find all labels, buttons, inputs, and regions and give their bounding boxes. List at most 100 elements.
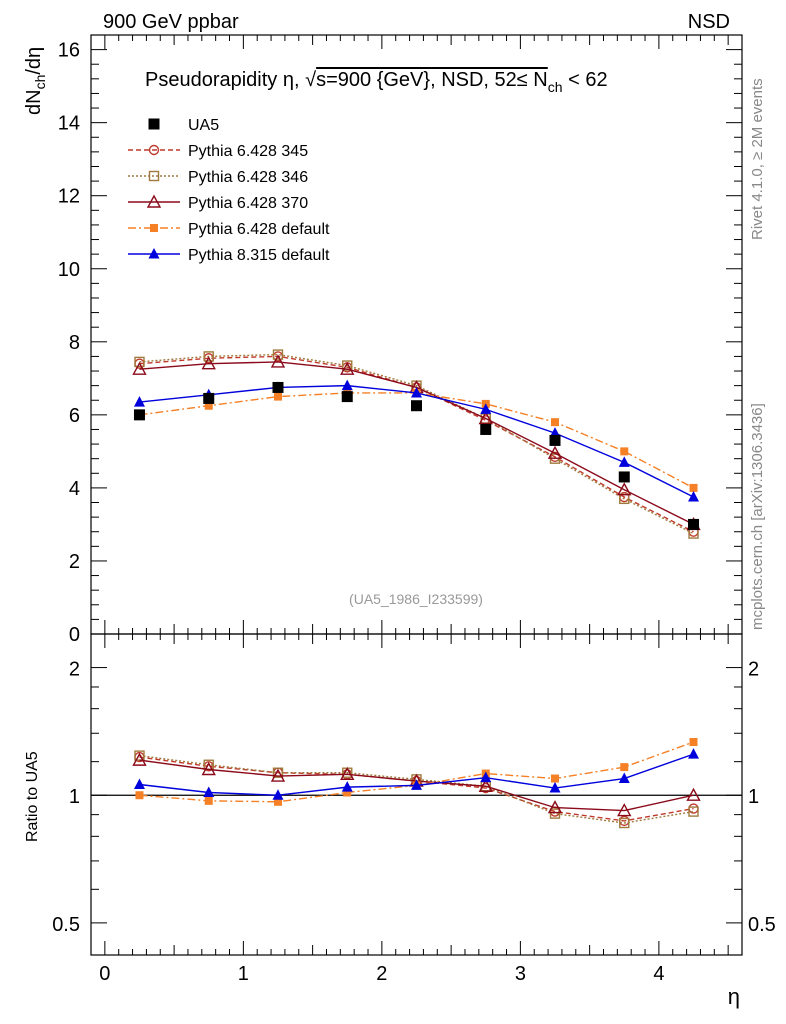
main-panel: 0 2 4 6 8 10 12 14 16 xyxy=(58,34,743,646)
rivet-label: Rivet 4.1.0, ≥ 2M events xyxy=(749,78,766,240)
main-y-label: dNch/dη xyxy=(23,47,48,115)
y-tick-label: 4 xyxy=(69,478,80,500)
x-axis-label: η xyxy=(728,984,740,1009)
point-p370 xyxy=(270,768,286,782)
point-data xyxy=(203,392,215,404)
point-p370 xyxy=(547,800,563,814)
y-tick-label: 14 xyxy=(58,113,80,135)
point-p8def xyxy=(203,786,215,797)
point-p346 xyxy=(272,349,284,360)
legend-label-p346: Pythia 6.428 346 xyxy=(188,169,308,186)
legend-marker-p8def xyxy=(148,248,160,259)
y-tick-label: 12 xyxy=(58,186,80,208)
point-p8def xyxy=(341,781,353,792)
ratio-y-label: Ratio to UA5 xyxy=(24,751,41,842)
ratio-frame xyxy=(90,633,743,956)
point-p346 xyxy=(272,767,284,778)
point-p8def xyxy=(272,789,284,800)
point-p8def xyxy=(618,772,630,784)
legend-label-data: UA5 xyxy=(188,117,219,134)
x-tick-label: 4 xyxy=(653,963,664,985)
x-tick-label: 0 xyxy=(99,963,110,985)
point-p346 xyxy=(203,351,214,362)
y-tick-label: 0 xyxy=(69,624,80,646)
y-tick-label: 1 xyxy=(69,786,80,808)
legend-label-p370: Pythia 6.428 370 xyxy=(188,195,308,212)
point-p370 xyxy=(478,778,493,792)
point-p370 xyxy=(132,752,147,766)
point-p8def xyxy=(480,403,492,414)
point-p370 xyxy=(201,356,216,370)
point-p6def xyxy=(620,763,629,772)
y-tick-label: 6 xyxy=(69,405,80,427)
header-left: 900 GeV ppbar xyxy=(103,11,239,33)
point-p8def xyxy=(411,779,422,790)
legend-label-p8def: Pythia 8.315 default xyxy=(188,247,330,264)
x-tick-label: 3 xyxy=(515,963,526,985)
y-tick-label: 2 xyxy=(69,551,80,573)
legend-marker-p6def xyxy=(150,224,158,232)
point-p346 xyxy=(342,360,353,371)
y-tick-label: 10 xyxy=(58,259,80,281)
series-line-p346 xyxy=(139,754,694,824)
point-p6def xyxy=(689,738,698,747)
point-data xyxy=(618,471,630,483)
point-p6def xyxy=(273,797,282,806)
legend: UA5 Pythia 6.428 345 Pythia 6.428 346 Pythi… xyxy=(128,117,330,264)
point-p8def xyxy=(133,396,145,407)
point-data xyxy=(272,381,284,393)
legend-label-p345: Pythia 6.428 345 xyxy=(188,143,308,160)
series-line-p345 xyxy=(139,756,694,822)
point-p370 xyxy=(478,411,493,425)
point-p6def xyxy=(135,791,144,800)
x-tick-label: 2 xyxy=(376,963,387,985)
y-tick-label-right: 1 xyxy=(748,786,759,808)
legend-marker-data xyxy=(148,118,160,130)
ratio-panel: 0 1 2 3 4 0.5 0.5 1 1 2 2 xyxy=(52,633,776,985)
point-p6def xyxy=(551,774,560,783)
point-p370 xyxy=(617,803,632,817)
point-data xyxy=(480,423,492,435)
y-tick-label-right: 0.5 xyxy=(748,914,776,936)
point-p346 xyxy=(134,750,145,761)
point-p8def xyxy=(618,456,630,467)
point-data xyxy=(133,409,145,421)
point-p370 xyxy=(340,361,355,375)
y-tick-label: 0.5 xyxy=(52,914,80,936)
x-tick-label: 1 xyxy=(238,963,249,985)
series-line-p346 xyxy=(139,353,694,535)
header-right: NSD xyxy=(688,11,730,33)
point-p8def xyxy=(341,379,353,391)
point-p6def xyxy=(273,392,282,401)
chart-title: Pseudorapidity η, √s=900 {GeV}, NSD, 52≤… xyxy=(145,69,608,95)
analysis-watermark: (UA5_1986_I233599) xyxy=(349,591,483,607)
point-p8def xyxy=(549,782,561,793)
point-data xyxy=(341,391,353,403)
point-p6def xyxy=(204,796,213,805)
legend-label-p6def: Pythia 6.428 default xyxy=(188,221,330,238)
point-p8def xyxy=(411,386,422,398)
point-p370 xyxy=(686,787,701,801)
point-p6def xyxy=(620,447,629,456)
point-data xyxy=(411,400,422,412)
point-p370 xyxy=(547,445,563,459)
point-p6def xyxy=(551,418,560,427)
y-tick-label: 8 xyxy=(69,332,80,354)
point-p370 xyxy=(270,354,286,368)
legend-marker-p346 xyxy=(148,170,160,182)
point-p6def xyxy=(204,401,213,410)
y-tick-label-right: 2 xyxy=(748,659,759,681)
point-p6def xyxy=(343,788,352,797)
point-p346 xyxy=(549,808,561,819)
source-label: mcplots.cern.ch [arXiv:1306.3436] xyxy=(749,403,766,630)
point-p346 xyxy=(134,356,145,368)
legend-marker-p370 xyxy=(146,194,162,208)
point-data xyxy=(688,518,700,530)
point-data xyxy=(549,434,561,446)
point-p8def xyxy=(133,778,145,790)
point-p370 xyxy=(201,762,216,776)
legend-marker-p345 xyxy=(148,144,160,156)
point-p370 xyxy=(617,482,632,496)
